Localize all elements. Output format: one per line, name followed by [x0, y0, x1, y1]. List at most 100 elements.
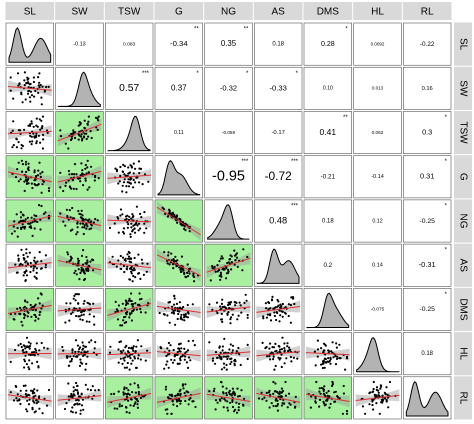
point [70, 187, 73, 190]
column-header: SW [71, 7, 88, 18]
panel-frame [353, 66, 402, 110]
point [221, 320, 224, 323]
point [87, 115, 90, 118]
point [276, 298, 279, 302]
panel: 0.10 [303, 66, 352, 110]
panel [154, 155, 203, 199]
panel-frame [403, 199, 452, 243]
panel [105, 332, 154, 376]
point [131, 280, 134, 283]
point [229, 401, 232, 404]
point [24, 163, 27, 166]
point [243, 397, 246, 400]
point [17, 141, 20, 144]
point [38, 395, 41, 398]
point [25, 269, 28, 272]
point [115, 265, 118, 268]
point [68, 260, 71, 263]
point [189, 397, 192, 400]
point [127, 389, 130, 392]
point [126, 221, 129, 224]
significance: ** [194, 27, 199, 33]
point [23, 360, 27, 363]
point [229, 357, 232, 360]
point [187, 403, 190, 406]
point [30, 389, 33, 392]
point [119, 350, 122, 353]
panel-frame [254, 376, 303, 420]
point [221, 298, 224, 301]
point [121, 362, 124, 365]
point [176, 394, 179, 397]
point [192, 274, 195, 277]
point [34, 319, 37, 322]
trend-line [156, 392, 201, 403]
point [92, 269, 95, 272]
point [118, 405, 121, 408]
point [322, 388, 325, 391]
point [81, 222, 85, 225]
panel-frame [303, 243, 352, 287]
point [139, 167, 143, 170]
panel [154, 243, 203, 287]
point [85, 362, 88, 365]
point [123, 366, 126, 369]
point [168, 209, 171, 213]
panel-frame [403, 332, 452, 376]
trend-line [107, 303, 152, 316]
point [238, 301, 241, 304]
panel-frame [303, 155, 352, 199]
point [236, 318, 239, 321]
point [328, 406, 331, 409]
point [181, 354, 184, 357]
point [69, 138, 73, 142]
point [80, 270, 83, 273]
point [36, 174, 40, 177]
point [87, 269, 90, 272]
point [141, 183, 144, 186]
point [88, 186, 91, 189]
point [33, 183, 36, 186]
point [83, 127, 86, 130]
point [19, 389, 22, 392]
point [76, 389, 79, 392]
point [20, 219, 24, 223]
point [127, 223, 130, 226]
point [230, 316, 233, 319]
density [57, 71, 101, 107]
column-header: RL [421, 7, 434, 18]
point [243, 301, 246, 304]
point [27, 162, 30, 165]
point [75, 187, 78, 191]
point [80, 314, 83, 317]
point [47, 85, 50, 88]
correlation-value: -0.14 [371, 174, 384, 180]
point [139, 358, 142, 361]
point [71, 406, 74, 409]
panel-frame [254, 199, 303, 243]
point [28, 89, 31, 92]
point [16, 307, 19, 310]
point [280, 353, 283, 356]
point [81, 398, 85, 401]
point [289, 321, 292, 324]
point [235, 350, 238, 353]
point [138, 172, 141, 175]
trend-line [7, 85, 52, 91]
trend-line [7, 262, 52, 269]
point [97, 177, 100, 180]
point [92, 302, 95, 305]
point [226, 400, 229, 403]
point [28, 398, 31, 401]
correlation-value: 0.35 [221, 39, 237, 48]
panel-frame [204, 22, 253, 66]
point [35, 124, 38, 127]
point [93, 323, 96, 326]
point [220, 368, 223, 371]
point [133, 231, 137, 234]
point [23, 128, 26, 131]
point [335, 342, 338, 345]
point [9, 391, 12, 394]
point [285, 357, 288, 360]
point [371, 398, 374, 401]
